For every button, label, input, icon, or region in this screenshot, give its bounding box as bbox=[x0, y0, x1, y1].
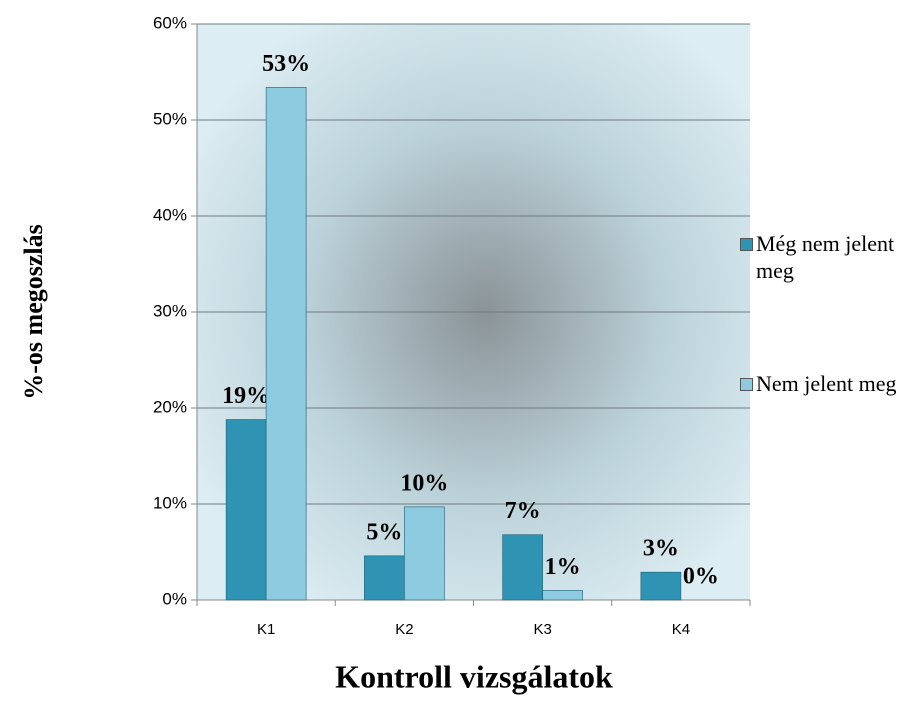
x-axis-label: Kontroll vizsgálatok bbox=[335, 658, 613, 694]
data-label: 19% bbox=[222, 383, 270, 409]
bar bbox=[640, 571, 682, 601]
y-tick-label: 0% bbox=[162, 589, 187, 608]
y-axis-label: %-os megoszlás bbox=[19, 224, 48, 399]
bar bbox=[225, 419, 267, 601]
data-label: 53% bbox=[262, 51, 310, 77]
bar bbox=[502, 534, 543, 601]
legend-swatch bbox=[740, 378, 753, 391]
bar bbox=[404, 506, 445, 601]
legend-label: Nem jelent meg bbox=[756, 371, 897, 396]
legend-entry: Nem jelent meg bbox=[740, 370, 923, 397]
bar bbox=[542, 590, 583, 601]
data-label: 3% bbox=[643, 536, 679, 562]
data-label: 0% bbox=[683, 564, 719, 590]
bar bbox=[265, 87, 307, 601]
x-tick-label: K4 bbox=[672, 621, 690, 638]
data-label: 5% bbox=[366, 519, 402, 545]
x-tick-label: K1 bbox=[257, 621, 275, 638]
bar bbox=[364, 555, 405, 601]
y-tick-label: 30% bbox=[153, 301, 187, 320]
data-label: 10% bbox=[400, 470, 448, 496]
x-tick-label: K3 bbox=[533, 621, 551, 638]
legend-entry: Még nem jelent meg bbox=[740, 230, 923, 284]
x-tick-label: K2 bbox=[395, 621, 413, 638]
y-tick-label: 20% bbox=[153, 397, 187, 416]
legend-label: Még nem jelent meg bbox=[756, 231, 895, 283]
data-label: 1% bbox=[545, 554, 581, 580]
data-label: 7% bbox=[505, 498, 541, 524]
y-tick-label: 40% bbox=[153, 205, 187, 224]
y-tick-label: 60% bbox=[153, 13, 187, 32]
y-tick-label: 50% bbox=[153, 109, 187, 128]
legend-swatch bbox=[740, 238, 753, 251]
y-tick-label: 10% bbox=[153, 493, 187, 512]
